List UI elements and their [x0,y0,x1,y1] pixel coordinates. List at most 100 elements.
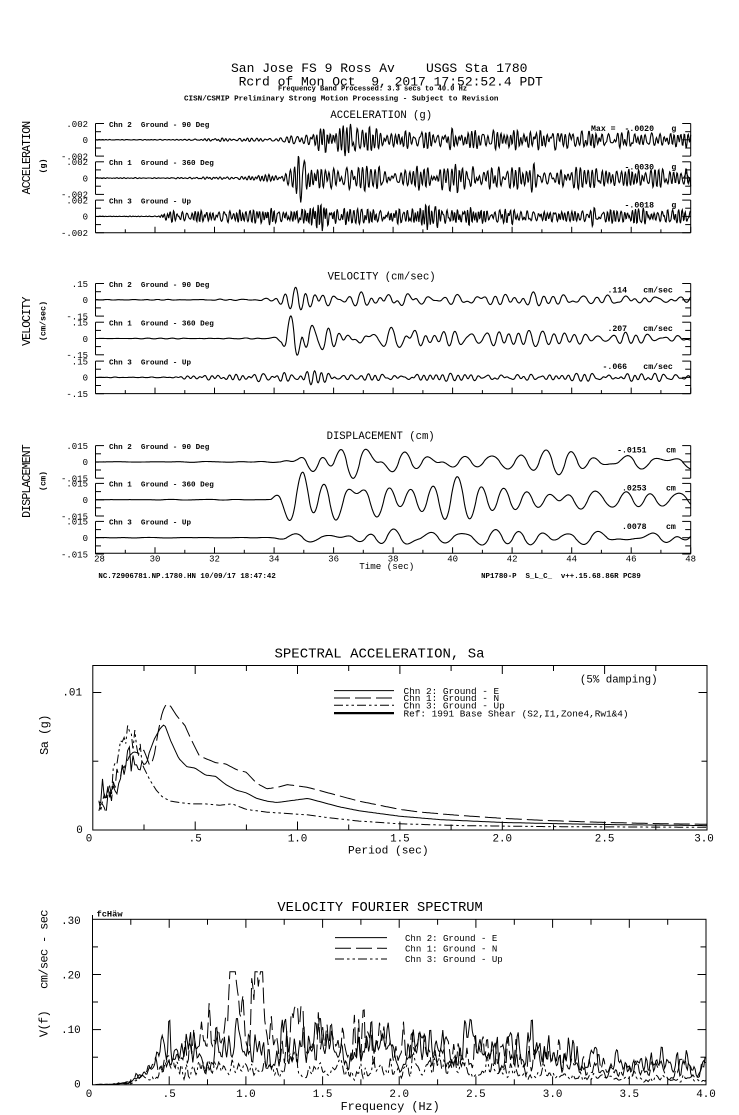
svg-text:cm: cm [666,523,676,532]
svg-text:.30: .30 [61,916,81,928]
svg-text:Ref: 1991 Base Shear (S2,I1,Zo: Ref: 1991 Base Shear (S2,I1,Zone4,Rw1&4) [404,708,629,719]
svg-text:ACCELERATION: ACCELERATION [21,122,34,195]
svg-text:36: 36 [328,555,339,565]
svg-text:DISPLACEMENT: DISPLACEMENT [21,444,34,518]
svg-text:0: 0 [86,1089,93,1101]
svg-text:(cm/sec): (cm/sec) [39,301,49,341]
svg-text:-.0020: -.0020 [625,125,655,134]
svg-text:38: 38 [388,555,399,565]
svg-text:.207: .207 [607,325,627,334]
svg-text:0: 0 [76,825,83,837]
svg-text:30: 30 [150,555,161,565]
svg-text:.114: .114 [607,287,627,296]
svg-text:.002: .002 [66,196,88,206]
svg-text:.5: .5 [163,1089,176,1101]
svg-text:.15: .15 [72,280,88,290]
svg-text:.10: .10 [61,1025,81,1037]
svg-text:NC.72906781.NP.1780.HN 10/09/1: NC.72906781.NP.1780.HN 10/09/17 18:47:42 [98,573,275,581]
svg-text:.15: .15 [72,319,88,329]
svg-text:Rcrd of Mon Oct 9, 2017 17:52: Rcrd of Mon Oct 9, 2017 17:52:52.4 PDT [239,74,543,89]
svg-text:.5: .5 [189,833,202,845]
svg-text:4.0: 4.0 [696,1089,716,1101]
svg-text:VELOCITY (cm/sec): VELOCITY (cm/sec) [328,272,436,284]
svg-text:Sa (g): Sa (g) [38,715,52,755]
svg-text:Chn 1: Ground - N: Chn 1: Ground - N [404,693,500,704]
svg-text:2.0: 2.0 [492,833,512,845]
svg-text:-.002: -.002 [61,191,88,201]
svg-text:cm/sec: cm/sec [643,324,673,334]
svg-text:0: 0 [74,1080,81,1092]
svg-text:Frequency (Hz): Frequency (Hz) [341,1100,440,1114]
svg-text:(cm): (cm) [39,471,49,491]
svg-text:g: g [671,163,676,172]
svg-text:40: 40 [447,555,458,565]
svg-text:cm/sec - sec: cm/sec - sec [38,910,52,989]
svg-text:Chn 3: Ground - Up: Chn 3: Ground - Up [405,954,503,965]
svg-text:.015: .015 [66,480,88,490]
svg-text:ACCELERATION (g): ACCELERATION (g) [330,110,432,122]
svg-text:-.15: -.15 [66,390,88,400]
svg-text:Chn 2 Ground - 90 Deg: Chn 2 Ground - 90 Deg [109,282,210,290]
svg-text:.0078: .0078 [622,523,647,532]
svg-text:Chn 1 Ground - 360 Deg: Chn 1 Ground - 360 Deg [109,482,214,490]
svg-text:V(f): V(f) [38,1011,52,1037]
svg-text:-.066: -.066 [603,363,628,372]
svg-text:Period (sec): Period (sec) [348,845,429,857]
svg-text:3.0: 3.0 [543,1089,563,1101]
svg-text:CISN/CSMIP Preliminary Strong: CISN/CSMIP Preliminary Strong Motion Pro… [184,96,499,104]
svg-text:.002: .002 [66,158,88,168]
svg-text:Chn 3: Ground - Up: Chn 3: Ground - Up [404,701,505,712]
svg-text:.015: .015 [66,442,88,452]
svg-text:34: 34 [269,555,280,565]
svg-text:1.5: 1.5 [313,1089,333,1101]
svg-text:-.15: -.15 [66,351,88,361]
svg-text:0: 0 [83,296,88,306]
svg-text:Chn 2 Ground - 90 Deg: Chn 2 Ground - 90 Deg [109,444,210,452]
svg-text:Chn 3 Ground - Up: Chn 3 Ground - Up [109,520,191,528]
svg-text:Chn 1: Ground - N: Chn 1: Ground - N [405,944,497,955]
svg-text:cm: cm [666,485,676,494]
svg-text:1.0: 1.0 [288,833,308,845]
svg-text:3.0: 3.0 [694,833,714,845]
svg-text:0: 0 [86,833,93,845]
svg-text:-.0018: -.0018 [625,202,655,211]
svg-text:Chn 3 Ground - Up: Chn 3 Ground - Up [109,198,191,206]
svg-text:DISPLACEMENT (cm): DISPLACEMENT (cm) [327,431,435,443]
svg-text:VELOCITY FOURIER SPECTRUM: VELOCITY FOURIER SPECTRUM [277,901,482,916]
svg-text:.0253: .0253 [622,485,647,494]
svg-text:cm/sec: cm/sec [643,362,673,372]
svg-text:g: g [671,202,676,211]
svg-text:-.015: -.015 [61,475,88,485]
svg-text:-.15: -.15 [66,312,88,322]
svg-text:VELOCITY: VELOCITY [21,297,34,346]
svg-text:Chn 3 Ground - Up: Chn 3 Ground - Up [109,359,191,367]
svg-text:-.015: -.015 [61,512,88,522]
svg-text:NP1780-P S_L_C_ v++.15.68.86: NP1780-P S_L_C_ v++.15.68.86R PC89 [481,573,641,581]
svg-text:-.0030: -.0030 [625,163,655,172]
svg-text:Chn 2 Ground - 90 Deg: Chn 2 Ground - 90 Deg [109,122,210,130]
svg-text:2.5: 2.5 [466,1089,486,1101]
svg-text:0: 0 [83,496,88,506]
svg-text:(5% damping): (5% damping) [580,675,658,687]
svg-text:San Jose FS 9 Ross Av USGS: San Jose FS 9 Ross Av USGS Sta 1780 [231,61,527,76]
svg-text:0: 0 [83,458,88,468]
svg-text:0: 0 [83,136,88,146]
svg-text:44: 44 [566,555,577,565]
svg-text:-.015: -.015 [61,550,88,560]
svg-text:Chn 1 Ground - 360 Deg: Chn 1 Ground - 360 Deg [109,160,214,168]
svg-text:Frequency Band Processed: 3.3: Frequency Band Processed: 3.3 secs to 40… [278,85,467,93]
svg-text:2.5: 2.5 [595,833,615,845]
svg-text:0: 0 [83,213,88,223]
svg-text:.015: .015 [66,518,88,528]
svg-text:0: 0 [83,335,88,345]
svg-text:3.5: 3.5 [619,1089,639,1101]
svg-text:.01: .01 [62,688,82,700]
svg-text:Time (sec): Time (sec) [359,561,414,572]
svg-text:cm/sec: cm/sec [643,286,673,296]
svg-text:1.0: 1.0 [236,1089,256,1101]
svg-text:28: 28 [94,555,105,565]
svg-text:46: 46 [626,555,637,565]
svg-text:-.0151: -.0151 [617,446,647,455]
svg-text:-.002: -.002 [61,229,88,239]
svg-text:-.002: -.002 [61,152,88,162]
